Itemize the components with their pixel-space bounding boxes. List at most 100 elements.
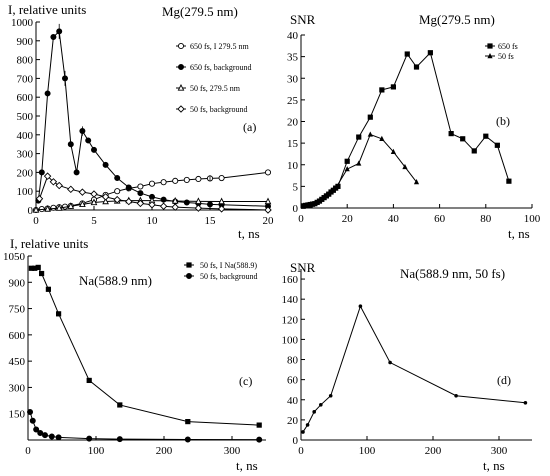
data-point [171, 203, 179, 211]
panel-b: 0 20 40 60 80 100 0 5 10 15 20 25 30 35 40 Mg(279.5 nm)… [287, 12, 541, 241]
y-tick-label: 60 [287, 375, 299, 387]
y-tick-label: 100 [17, 186, 34, 198]
x-tick-label: 200 [156, 445, 173, 457]
y-tick-label: 35 [287, 52, 299, 64]
x-tick-label: 0 [298, 445, 304, 457]
y-tick-label: 400 [17, 130, 34, 142]
y-tick-label: 5 [293, 181, 299, 193]
data-point [49, 178, 58, 186]
data-point [44, 90, 51, 97]
legend-marker [185, 272, 192, 279]
series-line [302, 304, 526, 433]
data-point [86, 377, 92, 384]
data-point [358, 304, 363, 309]
data-point [195, 175, 202, 183]
data-point [523, 400, 528, 405]
legend-marker [186, 262, 192, 268]
data-point [48, 433, 55, 440]
y-tick-label: 1050 [3, 251, 26, 263]
data-point [159, 202, 168, 210]
data-point [37, 429, 44, 436]
data-point [137, 190, 144, 197]
panel-title: Mg(279.5 nm) [419, 12, 495, 27]
series-line [303, 133, 417, 208]
data-point [264, 169, 272, 176]
x-tick-label: 15 [205, 215, 217, 227]
legend-label: 650 fs, I 279.5 nm [190, 42, 249, 51]
data-point [50, 34, 57, 41]
data-point [148, 200, 156, 209]
y-tick-label: 900 [9, 277, 26, 289]
legend-label: 50 fs [498, 52, 514, 61]
data-point [136, 199, 145, 208]
series-650-fs-i-279-5-nm [32, 169, 272, 214]
legend-marker [487, 53, 493, 59]
data-point [301, 430, 305, 434]
data-point [506, 178, 512, 184]
data-point [32, 265, 38, 271]
legend-marker [177, 64, 184, 71]
x-axis-title: t, ns [508, 226, 530, 241]
x-tick-label: 20 [342, 213, 354, 225]
series-line [37, 30, 269, 207]
series-50-fs [300, 131, 420, 209]
data-point [367, 131, 373, 137]
data-point [256, 422, 262, 428]
y-tick-label: 20 [287, 117, 299, 129]
y-tick-label: 160 [282, 274, 299, 286]
panel-title: Na(588.9 nm) [79, 273, 152, 288]
legend-label: 50 fs, background [190, 105, 248, 114]
data-point [35, 264, 41, 270]
data-point [379, 135, 385, 141]
x-tick-label: 40 [388, 213, 400, 225]
data-point [160, 196, 167, 203]
data-point [113, 195, 121, 204]
data-point [55, 204, 63, 211]
legend-marker [177, 83, 185, 91]
y-tick-label: 120 [282, 314, 299, 326]
data-point [67, 185, 75, 194]
series-650-fs [300, 50, 512, 209]
panel-c: 0 100 200 300 150 300 450 600 750 900 1050 Na(588.9… [3, 236, 266, 473]
data-point [90, 190, 98, 198]
data-point [194, 204, 203, 212]
data-point [356, 160, 362, 166]
series-50-fs-background [35, 172, 272, 214]
data-point [114, 175, 121, 182]
data-point [102, 161, 109, 168]
data-point [125, 184, 132, 191]
series-line [31, 266, 260, 426]
series-50-fs-background [27, 408, 263, 443]
x-tick-label: 0 [33, 215, 39, 227]
panel-d: 0 100 200 300 0 20 40 60 80 100 120 140 160 Na(588.9 … [282, 260, 532, 473]
y-tick-label: 200 [17, 167, 34, 179]
y-tick-label: 20 [287, 415, 299, 427]
data-point [67, 141, 74, 148]
data-point [356, 134, 362, 140]
y-tick-label: 750 [9, 304, 26, 316]
data-point [413, 64, 420, 70]
x-tick-label: 200 [425, 445, 442, 457]
y-tick-label: 30 [287, 73, 299, 85]
data-point [27, 408, 34, 415]
data-point [91, 146, 98, 153]
y-tick-label: 15 [287, 138, 299, 150]
x-tick-label: 80 [480, 213, 492, 225]
x-tick-label: 300 [224, 445, 241, 457]
legend-label: 50 fs, 279.5 nm [190, 84, 241, 93]
data-point [494, 142, 500, 148]
y-tick-label: 300 [9, 382, 26, 394]
legend-marker [177, 42, 185, 50]
x-tick-label: 5 [91, 215, 97, 227]
y-tick-label: 700 [17, 73, 34, 85]
y-tick-label: 80 [287, 355, 299, 367]
data-point [125, 197, 133, 206]
series-snr [301, 304, 528, 434]
data-point [171, 196, 179, 204]
y-tick-label: 40 [287, 30, 299, 42]
data-point [102, 197, 109, 205]
data-point [39, 270, 45, 277]
data-point [413, 179, 420, 185]
data-point [344, 158, 350, 164]
